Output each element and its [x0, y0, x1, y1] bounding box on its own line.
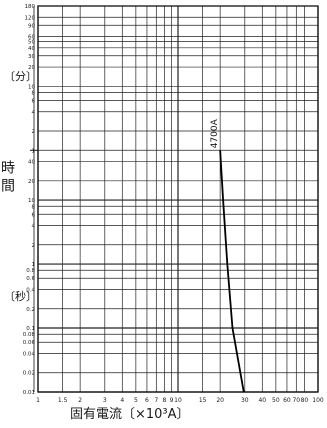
x-tick-label: 7 — [154, 397, 158, 404]
y-tick-label-minute: 2 — [32, 129, 36, 135]
y-tick-label-second: 2 — [32, 243, 36, 249]
y-tick-label-second: 0.1 — [26, 326, 35, 332]
x-tick-labels: 1 1.5 2 3 4 5 6 7 8 9 10 15 20 30 40 50 60 70 80 100 — [36, 397, 324, 404]
x-tick-label: 80 — [301, 397, 309, 404]
y-tick-label-minute: 6 — [32, 99, 36, 105]
y-tick-label-minute: 1 — [32, 148, 36, 154]
x-tick-label: 100 — [312, 397, 324, 404]
series-line — [219, 150, 245, 393]
x-tick-label: 30 — [241, 397, 249, 404]
series-label: 4700A — [210, 118, 220, 148]
y-tick-label-second: 0.08 — [23, 332, 36, 338]
x-tick-label: 5 — [134, 397, 138, 404]
x-tick-label: 40 — [258, 397, 266, 404]
y-tick-labels-seconds: 40 20 108 6 4 2 10.8 0.6 0.4 0.2 0.10.08 0.06 0.04 0.… — [23, 160, 36, 396]
y-unit-minutes-label: 〔分〕 — [4, 70, 37, 83]
x-tick-label: 10 — [174, 397, 182, 404]
x-tick-label: 2 — [78, 397, 82, 404]
x-axis-label: 固有電流〔×10³A〕 — [70, 407, 190, 422]
x-tick-label: 9 — [170, 397, 174, 404]
y-tick-label-minute: 10 — [28, 84, 35, 90]
y-tick-label-minute: 50 — [28, 40, 35, 46]
plot-border — [37, 5, 319, 393]
y-tick-label-second: 20 — [28, 179, 35, 185]
y-unit-seconds-label: 〔秒〕 — [4, 289, 37, 303]
y-tick-label-second: 0.6 — [26, 276, 35, 282]
y-tick-label-second: 0.2 — [26, 307, 35, 313]
series-layer: 4700A — [210, 118, 245, 393]
y-tick-label-second: 8 — [32, 204, 36, 210]
y-axis-label: 時間 — [0, 160, 15, 196]
x-tick-label: 6 — [145, 397, 149, 404]
x-tick-label: 70 — [292, 397, 300, 404]
y-tick-label-second: 0.8 — [26, 268, 35, 274]
x-tick-label: 1 — [36, 397, 40, 404]
x-tick-label: 1.5 — [58, 397, 68, 404]
y-tick-label-second: 0.02 — [23, 371, 35, 377]
x-tick-label: 60 — [283, 397, 291, 404]
y-tick-label-minute: 30 — [28, 54, 35, 60]
x-tick-label: 15 — [199, 397, 207, 404]
x-tick-label: 50 — [272, 397, 280, 404]
y-tick-label-second: 0.04 — [23, 351, 36, 357]
y-tick-label-second: 10 — [28, 198, 35, 204]
y-tick-label-minute: 20 — [28, 65, 35, 71]
y-tick-label-minute: 120 — [25, 15, 36, 21]
y-tick-label-minute: 90 — [28, 23, 35, 29]
y-tick-label-minute: 180 — [25, 4, 36, 10]
y-tick-label-second: 0.01 — [23, 390, 35, 396]
y-tick-label-minute: 8 — [32, 91, 36, 97]
y-tick-label-second: 40 — [28, 160, 35, 166]
y-tick-label-second: 1 — [32, 262, 36, 268]
y-tick-label-minute: 40 — [28, 46, 35, 52]
x-tick-label: 3 — [103, 397, 107, 404]
x-tick-label: 8 — [163, 397, 167, 404]
y-tick-label-second: 4 — [32, 224, 36, 230]
y-tick-label-second: 6 — [32, 212, 36, 218]
y-tick-label-minute: 60 — [28, 35, 35, 41]
plot-frame — [30, 5, 319, 393]
x-tick-label: 20 — [216, 397, 224, 404]
y-tick-label-minute: 4 — [32, 110, 36, 116]
x-tick-label: 4 — [120, 397, 124, 404]
y-tick-label-second: 0.06 — [23, 340, 36, 346]
y-tick-label-second: 0.4 — [26, 288, 35, 294]
